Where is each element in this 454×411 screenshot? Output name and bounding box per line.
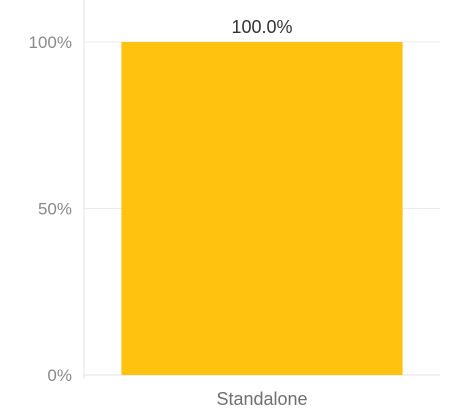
bar	[121, 42, 403, 375]
data-label: 100.0%	[231, 17, 292, 37]
y-tick-labels: 0% 50% 100%	[29, 33, 72, 385]
category-label: Standalone	[216, 389, 307, 409]
data-labels: 100.0%	[231, 17, 292, 37]
category-labels: Standalone	[216, 389, 307, 409]
y-tick-label: 0%	[47, 366, 72, 385]
y-tick-label: 100%	[29, 33, 72, 52]
y-tick-label: 50%	[38, 200, 72, 219]
bars	[121, 42, 403, 375]
